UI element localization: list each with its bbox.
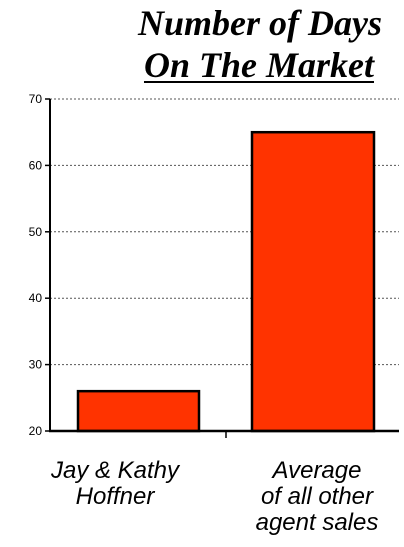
bar-1 <box>250 130 376 433</box>
y-tick-label-20: 20 <box>29 424 43 438</box>
y-tick-label-60: 60 <box>29 158 43 172</box>
y-tick-label-40: 40 <box>29 291 43 305</box>
bar-0 <box>76 389 201 433</box>
x-category-label-average-other-agents: Average of all other agent sales <box>255 457 379 536</box>
chart-title: Number of Days On The Market <box>64 2 404 86</box>
y-tick-label-50: 50 <box>29 225 43 239</box>
chart-title-line-1: Number of Days <box>138 3 382 43</box>
y-tick-label-70: 70 <box>29 92 43 106</box>
chart-title-line-2: On The Market <box>143 45 374 85</box>
y-tick-label-30: 30 <box>29 358 43 372</box>
x-category-label-jay-kathy-hoffner: Jay & Kathy Hoffner <box>50 457 180 510</box>
